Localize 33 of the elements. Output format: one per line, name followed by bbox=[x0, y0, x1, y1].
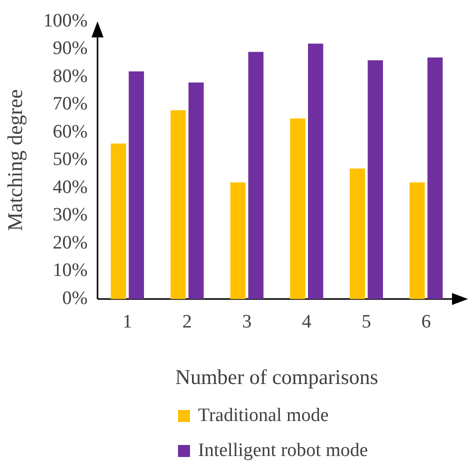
bar bbox=[248, 52, 264, 299]
bar bbox=[427, 57, 443, 299]
bar bbox=[170, 110, 186, 299]
bar bbox=[110, 144, 126, 299]
x-tick-label: 2 bbox=[182, 311, 192, 332]
bar bbox=[188, 82, 204, 299]
y-tick-label: 40% bbox=[52, 176, 88, 198]
legend-label: Intelligent robot mode bbox=[198, 440, 368, 462]
bar bbox=[410, 182, 425, 299]
bar bbox=[230, 182, 246, 299]
y-tick-label: 80% bbox=[52, 66, 88, 87]
x-tick-label: 3 bbox=[242, 311, 252, 332]
y-tick-label: 70% bbox=[52, 94, 88, 115]
x-tick-label: 6 bbox=[421, 311, 431, 332]
x-tick-label: 1 bbox=[122, 311, 132, 332]
bar bbox=[368, 60, 383, 299]
x-axis-title: Number of comparisons bbox=[175, 364, 378, 389]
y-tick-label: 50% bbox=[52, 149, 88, 170]
y-tick-label: 60% bbox=[52, 121, 88, 142]
y-tick-label: 0% bbox=[62, 288, 88, 309]
bar bbox=[290, 118, 306, 299]
y-tick-label: 100% bbox=[43, 10, 88, 32]
x-tick-label: 5 bbox=[362, 311, 372, 332]
y-tick-label: 20% bbox=[52, 232, 88, 254]
y-tick-label: 30% bbox=[52, 204, 88, 226]
legend-label: Traditional mode bbox=[198, 404, 329, 426]
bar bbox=[128, 71, 144, 299]
bar bbox=[350, 168, 366, 299]
y-axis-title: Matching degree bbox=[3, 89, 28, 232]
y-tick-label: 10% bbox=[52, 260, 88, 282]
x-tick-label: 4 bbox=[302, 311, 312, 332]
bar bbox=[308, 44, 324, 299]
y-tick-label: 90% bbox=[52, 38, 88, 60]
